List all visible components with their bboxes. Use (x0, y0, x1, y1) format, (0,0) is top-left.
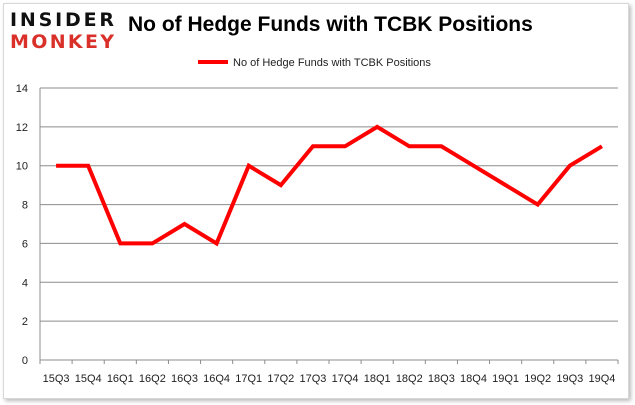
x-tick-label: 16Q3 (171, 373, 198, 385)
y-tick-label: 12 (16, 122, 28, 134)
legend-label: No of Hedge Funds with TCBK Positions (233, 57, 431, 69)
x-tick-label: 19Q1 (492, 373, 519, 385)
chart-title: No of Hedge Funds with TCBK Positions (128, 13, 533, 36)
x-tick-label: 17Q3 (299, 373, 326, 385)
x-tick-label: 16Q1 (107, 373, 134, 385)
x-tick-label: 19Q2 (524, 373, 551, 385)
chart-frame (3, 3, 629, 399)
x-tick-label: 18Q3 (428, 373, 455, 385)
x-tick-label: 18Q2 (396, 373, 423, 385)
y-tick-label: 2 (22, 316, 28, 328)
x-tick-label: 19Q3 (556, 373, 583, 385)
x-tick-label: 17Q4 (332, 373, 359, 385)
insider-monkey-logo: INSIDER MONKEY (10, 9, 114, 52)
y-tick-label: 4 (22, 277, 28, 289)
svg-text:MONKEY: MONKEY (10, 31, 114, 52)
x-tick-label: 17Q1 (235, 373, 262, 385)
y-tick-label: 14 (16, 83, 28, 95)
x-tick-label: 18Q1 (364, 373, 391, 385)
x-tick-label: 18Q4 (460, 373, 487, 385)
x-tick-label: 16Q2 (139, 373, 166, 385)
x-tick-label: 15Q3 (43, 373, 70, 385)
x-tick-label: 19Q4 (588, 373, 615, 385)
y-tick-label: 10 (16, 161, 28, 173)
x-tick-label: 17Q2 (267, 373, 294, 385)
series-line (56, 124, 603, 247)
x-tick-label: 15Q4 (75, 373, 102, 385)
y-tick-label: 8 (22, 200, 28, 212)
y-tick-label: 0 (22, 355, 28, 367)
y-tick-label: 6 (22, 238, 28, 250)
x-tick-label: 16Q4 (203, 373, 230, 385)
